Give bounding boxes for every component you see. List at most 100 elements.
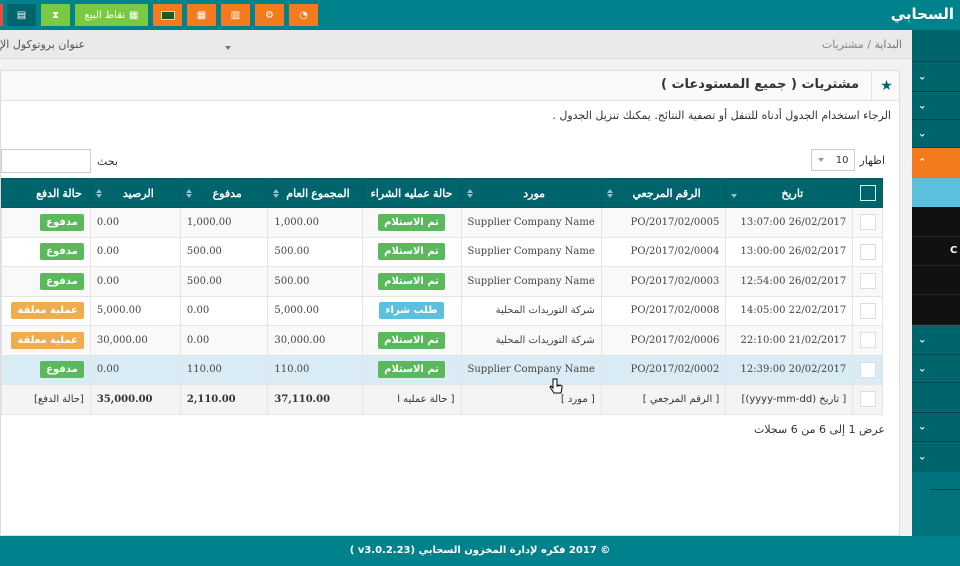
sidebar-subitem[interactable]	[912, 295, 960, 325]
cell-total: 5,000.00	[267, 295, 363, 326]
sidebar-item[interactable]: ⌄	[912, 325, 960, 355]
table-row[interactable]: 21/02/2017 22:10:00 PO/2017/02/0006 شركة…	[1, 325, 883, 356]
cell-date: 26/02/2017 12:54:00	[725, 266, 854, 297]
cell-ref: PO/2017/02/0006	[600, 325, 727, 356]
select-all-header[interactable]	[852, 178, 883, 208]
sidebar-subitem[interactable]: C	[912, 237, 960, 266]
alert-button[interactable]	[0, 4, 3, 26]
column-header-paid[interactable]: مدفوع	[179, 178, 269, 208]
cell-supplier: شركة التوريدات المحلية	[460, 295, 602, 326]
chevron-down-icon: ⌄	[918, 100, 927, 111]
column-header-supplier[interactable]: مورد	[460, 178, 602, 208]
cell-ref: PO/2017/02/0005	[600, 207, 727, 238]
list-button[interactable]: ▤	[7, 4, 36, 26]
column-header-ref[interactable]: الرقم المرجعي	[600, 178, 727, 208]
chevron-down-icon: ⌄	[918, 128, 927, 139]
sidebar-item[interactable]: ⌄	[912, 355, 960, 383]
row-checkbox[interactable]	[859, 214, 876, 231]
cell-date: 26/02/2017 13:00:00	[725, 236, 854, 267]
cell-supplier: شركة التوريدات المحلية	[460, 325, 602, 356]
chevron-down-icon: ⌄	[918, 71, 927, 82]
table-row[interactable]: 22/02/2017 14:05:00 PO/2017/02/0008 شركة…	[1, 295, 883, 326]
sidebar-item[interactable]: ⌄	[912, 120, 960, 148]
calendar-button[interactable]: ▦	[187, 4, 216, 26]
filter-payment-status[interactable]: [حالة الدفع]	[1, 384, 91, 415]
purchase-status-badge: تم الاستلام	[378, 243, 445, 261]
row-checkbox[interactable]	[859, 391, 876, 408]
footer: © 2017 فكره لإدارة المخزون السحابي (v3.0…	[0, 536, 960, 566]
table-row[interactable]: 26/02/2017 13:00:00 PO/2017/02/0004 Supp…	[1, 236, 883, 267]
filter-ref[interactable]: [ الرقم المرجعي ]	[600, 384, 727, 415]
sidebar-item[interactable]: ⌄	[912, 62, 960, 92]
payment-status-badge: عملية معلقة	[11, 302, 84, 320]
sidebar-item[interactable]: ⌄	[912, 413, 960, 442]
sidebar-item-purchases[interactable]: ⌃	[912, 148, 960, 178]
select-all-checkbox[interactable]	[859, 185, 876, 201]
row-checkbox[interactable]	[859, 361, 876, 378]
row-checkbox[interactable]	[859, 273, 876, 290]
sidebar-item[interactable]: ⌄	[912, 442, 960, 472]
cell-ref: PO/2017/02/0002	[600, 354, 727, 385]
breadcrumb-current: مشتريات	[821, 38, 864, 51]
row-checkbox[interactable]	[859, 332, 876, 349]
table-row[interactable]: 26/02/2017 12:54:00 PO/2017/02/0003 Supp…	[1, 266, 883, 297]
brand-title[interactable]: السحابي	[890, 5, 954, 23]
page-title: مشتريات ( جميع المستودعات )	[661, 77, 859, 92]
dashboard-button[interactable]: ◔	[289, 4, 318, 26]
breadcrumb-home[interactable]: البداية	[874, 38, 902, 51]
filter-date[interactable]: [ تاريخ (yyyy-mm-dd)]	[725, 384, 854, 415]
sort-desc-icon	[731, 189, 738, 199]
column-header-balance[interactable]: الرصيد	[89, 178, 181, 208]
chevron-up-icon: ⌃	[918, 157, 927, 169]
sidebar-subitem[interactable]	[912, 207, 960, 237]
row-checkbox[interactable]	[859, 243, 876, 260]
sidebar-subitem[interactable]	[912, 266, 960, 295]
column-header-status[interactable]: حالة عمليه الشراء	[361, 178, 462, 208]
table-row[interactable]: 20/02/2017 12:39:00 PO/2017/02/0002 Supp…	[1, 354, 883, 385]
money-icon	[160, 10, 175, 20]
cell-balance: 0.00	[89, 354, 181, 385]
sidebar-item[interactable]	[912, 383, 960, 413]
filter-supplier[interactable]: [ مورد ]	[460, 384, 602, 415]
sidebar: ⌄ ⌄ ⌄ ⌃ C ⌄ ⌄ ⌄ ⌄	[912, 30, 960, 536]
footer-paid: 2,110.00	[179, 384, 269, 415]
cell-supplier: Supplier Company Name	[460, 207, 602, 238]
cell-total: 1,000.00	[267, 207, 363, 238]
cell-date: 20/02/2017 12:39:00	[725, 354, 854, 385]
column-header-payment-status[interactable]: حالة الدفع	[1, 178, 91, 208]
page-size-control: اظهار 10	[811, 149, 885, 171]
pos-button[interactable]: ▦ نقاط البيع	[75, 4, 148, 26]
cell-paid: 110.00	[179, 354, 269, 385]
filter-status[interactable]: [ حالة عمليه ا	[361, 384, 462, 415]
search-input[interactable]	[1, 149, 91, 173]
money-button[interactable]	[153, 4, 182, 26]
table-info: عرض 1 إلى 6 من 6 سجلات	[753, 423, 885, 436]
column-header-total[interactable]: المجموع العام	[267, 178, 363, 208]
page-size-select[interactable]: 10	[811, 149, 856, 171]
cell-balance: 5,000.00	[89, 295, 181, 326]
row-checkbox[interactable]	[859, 302, 876, 319]
panel-header: ★ مشتريات ( جميع المستودعات )	[1, 71, 899, 101]
cell-ref: PO/2017/02/0008	[600, 295, 727, 326]
column-header-date[interactable]: تاريخ	[725, 178, 854, 208]
caret-down-icon[interactable]	[225, 46, 231, 50]
sidebar-item[interactable]: ⌄	[912, 92, 960, 120]
cell-date: 21/02/2017 22:10:00	[725, 325, 854, 356]
purchase-status-badge: تم الاستلام	[378, 213, 445, 231]
calculator-button[interactable]: ▥	[221, 4, 250, 26]
sidebar-subitem-active[interactable]	[912, 178, 960, 207]
footer-total: 37,110.00	[267, 384, 363, 415]
payment-status-badge: مدفوع	[40, 243, 84, 261]
table-row[interactable]: 26/02/2017 13:07:00 PO/2017/02/0005 Supp…	[1, 207, 883, 238]
cogs-icon: ⚙	[265, 9, 274, 21]
sort-icon	[273, 189, 280, 199]
settings-button[interactable]: ⚙	[255, 4, 284, 26]
cell-date: 22/02/2017 14:05:00	[725, 295, 854, 326]
purchase-status-badge: تم الاستلام	[378, 272, 445, 290]
hourglass-button[interactable]: ⧗	[41, 4, 70, 26]
ip-address-label: عنوان بروتوكول الإ	[0, 38, 86, 51]
cell-balance: 0.00	[89, 207, 181, 238]
sidebar-item[interactable]	[912, 30, 960, 62]
caret-down-icon	[818, 158, 825, 162]
top-navbar: ▤ ⧗ ▦ نقاط البيع ▦ ▥ ⚙ ◔ السحابي	[0, 0, 960, 30]
